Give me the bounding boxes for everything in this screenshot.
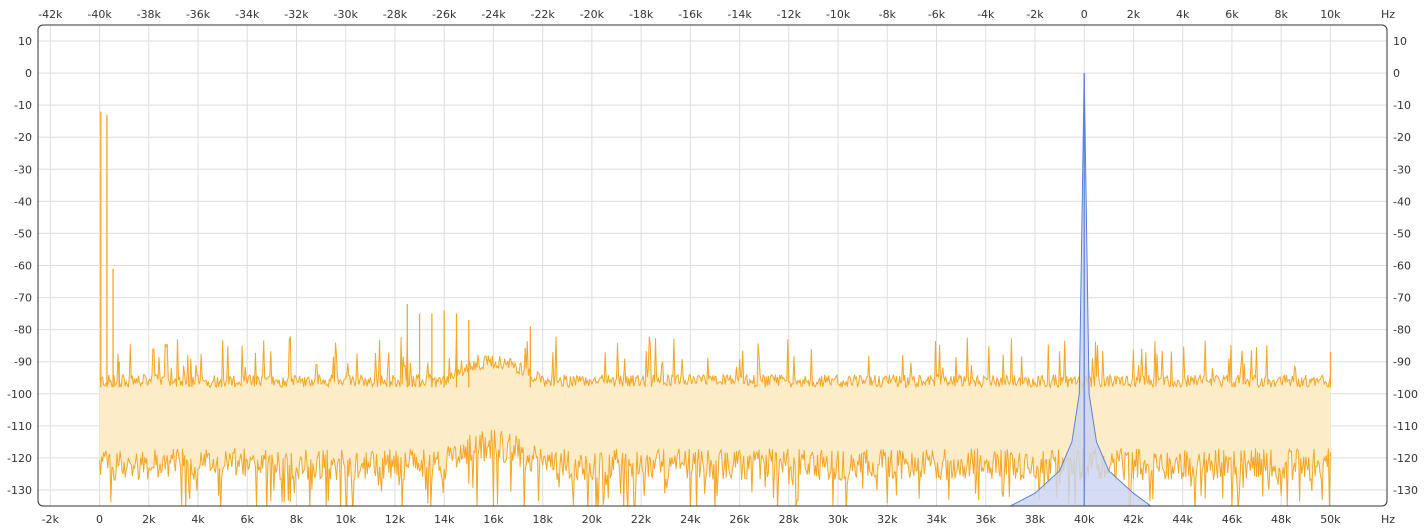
right-tick-label: -20 — [1393, 131, 1411, 144]
left-tick-label: -80 — [14, 324, 32, 337]
top-tick-label: -32k — [284, 8, 309, 21]
top-tick-label: -24k — [481, 8, 506, 21]
bottom-tick-label: 40k — [1074, 513, 1095, 526]
top-tick-label: -14k — [727, 8, 752, 21]
right-tick-label: -70 — [1393, 292, 1411, 305]
bottom-tick-label: 28k — [779, 513, 800, 526]
left-tick-label: -50 — [14, 227, 32, 240]
right-tick-label: -10 — [1393, 99, 1411, 112]
top-tick-label: 2k — [1127, 8, 1141, 21]
bottom-tick-label: 10k — [336, 513, 357, 526]
top-tick-label: -22k — [530, 8, 555, 21]
top-tick-label: -4k — [977, 8, 995, 21]
bottom-tick-label: 30k — [828, 513, 849, 526]
top-tick-label: -8k — [879, 8, 897, 21]
right-tick-label: -50 — [1393, 227, 1411, 240]
left-tick-label: -90 — [14, 356, 32, 369]
left-tick-label: -10 — [14, 99, 32, 112]
bottom-tick-label: 44k — [1172, 513, 1193, 526]
left-tick-label: -130 — [7, 484, 32, 497]
top-tick-label: -40k — [87, 8, 112, 21]
noise-lower-line — [99, 430, 1331, 506]
left-tick-label: -100 — [7, 388, 32, 401]
right-tick-label: -100 — [1393, 388, 1418, 401]
bottom-tick-label: 0 — [96, 513, 103, 526]
left-tick-label: -120 — [7, 452, 32, 465]
left-tick-label: -20 — [14, 131, 32, 144]
top-tick-label: -10k — [826, 8, 851, 21]
bottom-tick-label: 50k — [1320, 513, 1341, 526]
top-tick-label: -38k — [137, 8, 162, 21]
bottom-tick-label: 2k — [142, 513, 156, 526]
bottom-tick-label: 38k — [1025, 513, 1046, 526]
top-tick-label: -6k — [928, 8, 946, 21]
bottom-tick-label: 4k — [191, 513, 205, 526]
top-tick-label: -26k — [432, 8, 457, 21]
spectrum-series — [99, 73, 1332, 506]
bottom-tick-label: 46k — [1222, 513, 1243, 526]
left-tick-label: 10 — [18, 35, 32, 48]
carrier-skirt — [1010, 73, 1152, 506]
top-tick-label: 4k — [1176, 8, 1190, 21]
bottom-tick-label: 22k — [631, 513, 652, 526]
left-tick-label: -60 — [14, 260, 32, 273]
top-tick-label: 6k — [1225, 8, 1239, 21]
bottom-tick-label: 32k — [877, 513, 898, 526]
right-tick-label: 0 — [1393, 67, 1400, 80]
bottom-tick-label: 14k — [434, 513, 455, 526]
top-tick-label: 8k — [1274, 8, 1288, 21]
bottom-tick-label: 20k — [582, 513, 603, 526]
bottom-tick-label: 34k — [926, 513, 947, 526]
top-tick-label: -42k — [38, 8, 63, 21]
bottom-tick-label: 8k — [290, 513, 304, 526]
bottom-tick-label: 12k — [385, 513, 406, 526]
right-tick-label: -110 — [1393, 420, 1418, 433]
bottom-tick-label: 42k — [1123, 513, 1144, 526]
left-tick-label: -30 — [14, 163, 32, 176]
right-tick-label: 10 — [1393, 35, 1407, 48]
top-tick-label: -30k — [334, 8, 359, 21]
bottom-tick-label: 6k — [241, 513, 255, 526]
right-tick-label: -30 — [1393, 163, 1411, 176]
top-tick-label: -2k — [1026, 8, 1044, 21]
axes: Hz Hz -2k 0 2k 4k 6k 8k 10k 12k 14k 16k 18k 20k 22k 2… — [7, 8, 1418, 526]
top-tick-label: -20k — [580, 8, 605, 21]
left-tick-label: -110 — [7, 420, 32, 433]
bottom-tick-label: 18k — [532, 513, 553, 526]
left-tick-label: 0 — [25, 67, 32, 80]
right-tick-label: -40 — [1393, 195, 1411, 208]
top-tick-label: 10k — [1320, 8, 1341, 21]
right-tick-label: -60 — [1393, 260, 1411, 273]
plot-frame — [37, 24, 1388, 507]
left-tick-label: -40 — [14, 195, 32, 208]
left-tick-label: -70 — [14, 292, 32, 305]
noise-upper-line — [99, 336, 1331, 389]
top-axis-unit: Hz — [1381, 8, 1395, 21]
top-tick-label: -28k — [383, 8, 408, 21]
top-tick-label: -12k — [777, 8, 802, 21]
bottom-tick-label: 48k — [1271, 513, 1292, 526]
right-tick-label: -90 — [1393, 356, 1411, 369]
bottom-tick-label: 16k — [483, 513, 504, 526]
bottom-axis-unit: Hz — [1381, 513, 1395, 526]
bottom-tick-label: 24k — [680, 513, 701, 526]
right-tick-label: -130 — [1393, 484, 1418, 497]
top-tick-label: -16k — [678, 8, 703, 21]
top-tick-label: -34k — [235, 8, 260, 21]
bottom-tick-label: 36k — [976, 513, 997, 526]
right-tick-label: -80 — [1393, 324, 1411, 337]
top-tick-label: -36k — [186, 8, 211, 21]
top-tick-label: -18k — [629, 8, 654, 21]
bottom-tick-label: 26k — [729, 513, 750, 526]
bottom-tick-label: -2k — [42, 513, 60, 526]
right-tick-label: -120 — [1393, 452, 1418, 465]
top-tick-label: 0 — [1081, 8, 1088, 21]
